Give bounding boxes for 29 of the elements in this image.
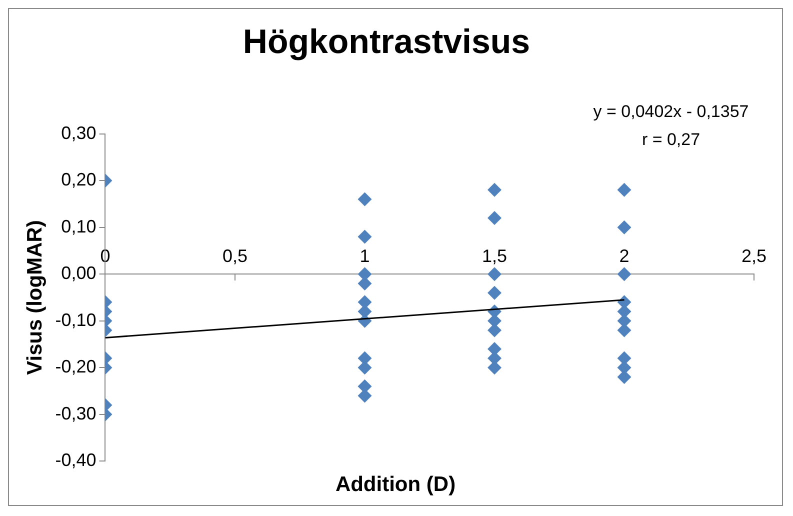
- y-tick-label: 0,20: [61, 170, 96, 190]
- point: [487, 286, 502, 300]
- x-tick-label: 1: [360, 246, 370, 266]
- y-tick-label: 0,00: [61, 263, 96, 284]
- point: [617, 370, 632, 384]
- x-tick-label: 2,5: [741, 246, 767, 266]
- y-tick-label: -0,20: [55, 356, 96, 377]
- point: [358, 230, 372, 244]
- y-tick-label: -0,40: [55, 450, 96, 470]
- x-tick-label: 0,5: [222, 246, 248, 266]
- text: y = 0,0402x - 0,1357: [593, 102, 749, 121]
- y-axis-title: Visus (logMAR): [23, 220, 46, 375]
- y-tick-label: 0,10: [61, 216, 96, 236]
- point: [617, 220, 632, 234]
- point: [487, 267, 502, 282]
- point: [487, 182, 502, 197]
- point: [487, 210, 502, 225]
- annotation: r = 0,27: [642, 130, 700, 149]
- point: [358, 192, 372, 206]
- point: [617, 267, 632, 282]
- point: [487, 360, 502, 375]
- y-tick-label: -0,10: [55, 310, 96, 330]
- x-tick-label: 1,5: [482, 246, 508, 266]
- x-axis-title: Addition (D): [334, 473, 457, 497]
- point: [617, 182, 632, 197]
- x-tick-label: 2: [619, 246, 630, 266]
- y-tick-label: 0,30: [61, 122, 96, 143]
- y-tick-label: -0,30: [55, 403, 96, 424]
- chart-title: Högkontrastvisus: [242, 22, 530, 61]
